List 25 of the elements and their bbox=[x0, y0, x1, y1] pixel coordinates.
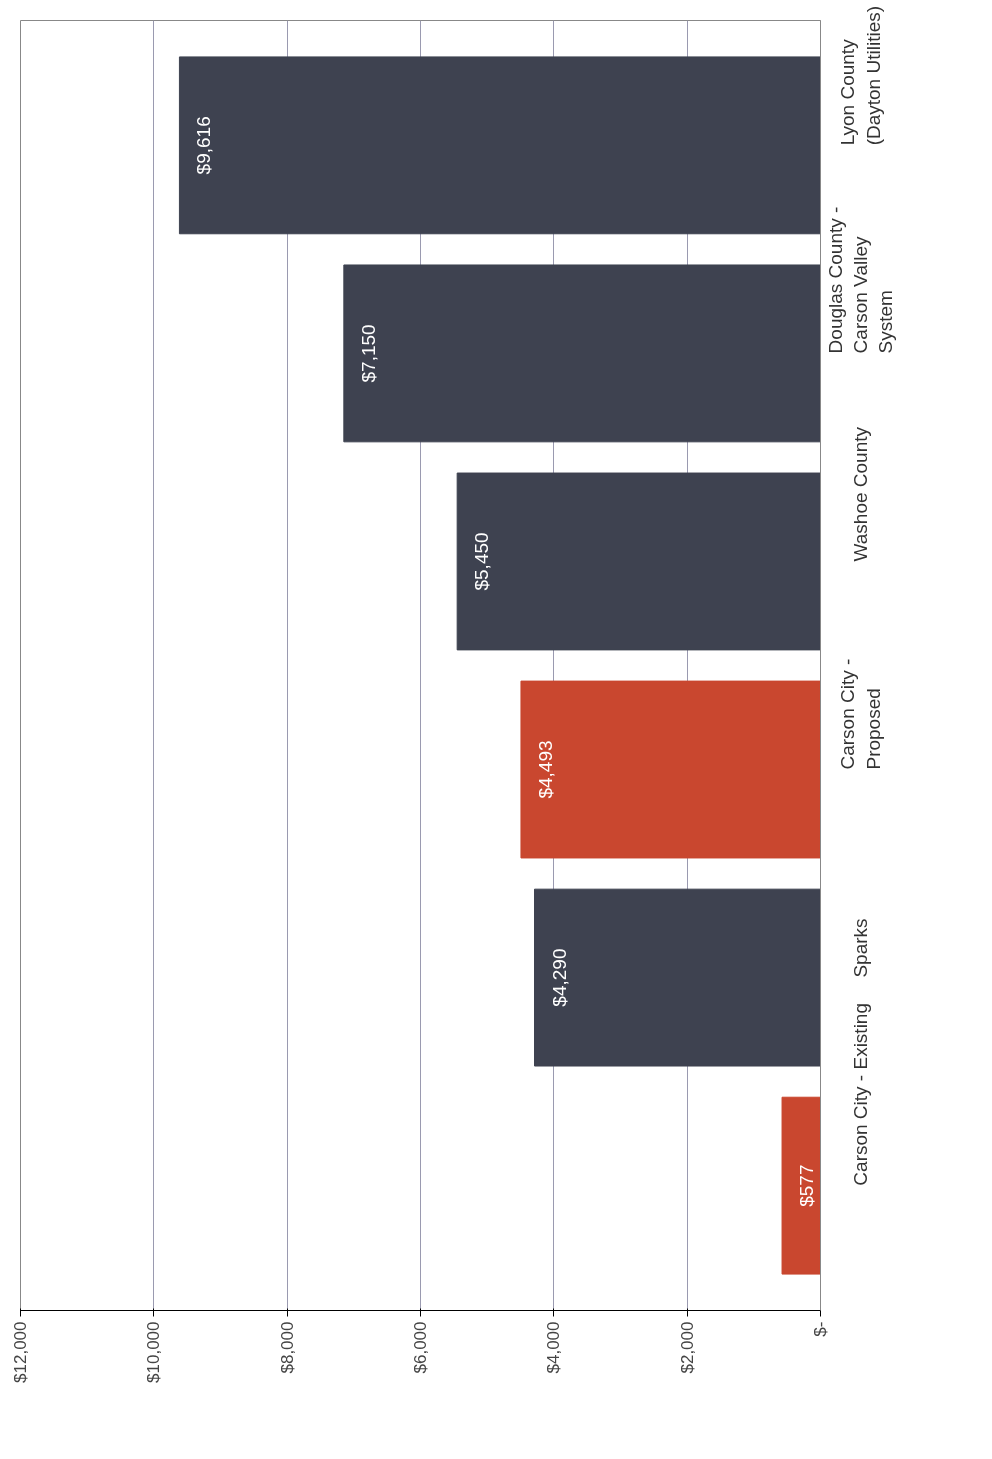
x-tick-label: $2,000 bbox=[677, 1321, 697, 1374]
data-label: $577 bbox=[796, 1164, 818, 1207]
x-tick-label: $10,000 bbox=[144, 1321, 164, 1383]
x-tick-label: $- bbox=[811, 1321, 830, 1337]
y-tick-label: Washoe County bbox=[850, 426, 871, 562]
data-label: $4,493 bbox=[534, 740, 556, 799]
bar bbox=[534, 888, 821, 1067]
bar bbox=[178, 56, 821, 235]
data-label: $5,450 bbox=[471, 532, 493, 591]
bar bbox=[520, 680, 821, 859]
x-tick-label: $8,000 bbox=[277, 1321, 297, 1374]
x-tick-label: $12,000 bbox=[11, 1321, 30, 1383]
y-tick-label: Sparks bbox=[850, 918, 871, 978]
y-tick-label: Douglas County - Carson Valley System bbox=[824, 206, 897, 354]
data-label: $9,616 bbox=[193, 116, 215, 175]
data-label: $4,290 bbox=[548, 948, 570, 1007]
bar bbox=[343, 264, 821, 443]
data-label: $7,150 bbox=[357, 324, 379, 383]
x-tick-label: $6,000 bbox=[411, 1321, 430, 1374]
bar bbox=[456, 472, 821, 651]
y-tick-label: Carson City - Existing bbox=[850, 1002, 871, 1186]
x-tick-label: $4,000 bbox=[544, 1321, 564, 1374]
bar bbox=[781, 1096, 821, 1275]
y-tick-label: Lyon County (Dayton Utilities) bbox=[837, 5, 884, 146]
y-tick-label: Carson City - Proposed bbox=[837, 658, 884, 770]
